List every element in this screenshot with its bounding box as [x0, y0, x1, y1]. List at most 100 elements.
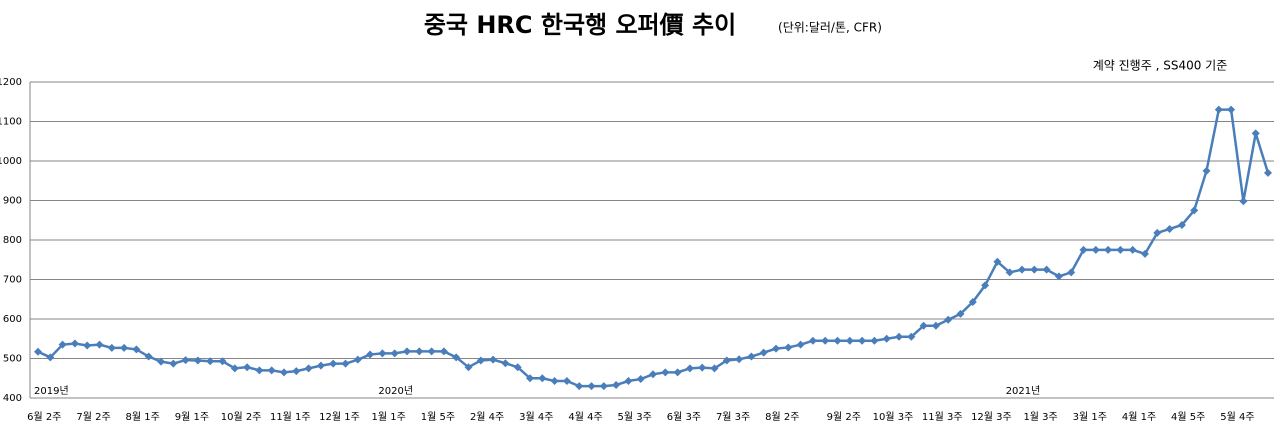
chart-subtitle: (단위:달러/톤, CFR) [778, 21, 882, 35]
x-tick-label: 8월 1주 [126, 411, 160, 423]
x-tick-label: 7월 2주 [76, 411, 110, 423]
data-point [1141, 249, 1149, 258]
data-point [243, 363, 252, 372]
data-point [316, 361, 325, 370]
x-tick-label: 10월 2주 [221, 411, 262, 423]
data-point [562, 377, 571, 386]
data-point [895, 332, 903, 341]
data-point [1177, 220, 1186, 229]
data-point [144, 352, 153, 361]
data-point [944, 315, 953, 324]
data-point [403, 347, 411, 356]
data-point [255, 366, 264, 375]
data-point [538, 374, 547, 383]
data-point [489, 355, 498, 364]
data-point [710, 364, 719, 373]
data-point [661, 368, 670, 377]
data-point [796, 340, 805, 349]
y-tick-label: 500 [3, 354, 22, 365]
x-tick-label: 10월 3주 [873, 411, 914, 423]
data-point [464, 363, 473, 372]
x-tick-label: 12월 3주 [971, 411, 1012, 423]
x-tick-label: 6월 2주 [27, 411, 61, 423]
data-point [292, 367, 301, 376]
year-label: 2021년 [1006, 385, 1041, 397]
x-tick-label: 12월 1주 [319, 411, 360, 423]
data-point [759, 348, 768, 357]
x-tick-label: 3월 4주 [519, 411, 553, 423]
data-point [415, 347, 424, 356]
x-tick-label: 4월 1주 [1122, 411, 1156, 423]
data-point [1116, 245, 1125, 254]
x-tick-label: 5월 4주 [1220, 411, 1254, 423]
data-point [46, 353, 55, 362]
data-point [169, 359, 178, 368]
chart-title: 중국 HRC 한국행 오퍼價 추이 [424, 11, 736, 39]
data-point [513, 363, 522, 372]
data-point [341, 359, 350, 368]
data-point [575, 382, 584, 391]
x-tick-label: 11월 1주 [270, 411, 311, 423]
data-point [206, 357, 215, 366]
x-tick-label: 2월 4주 [470, 411, 504, 423]
year-label: 2020년 [378, 385, 413, 397]
data-point [95, 340, 104, 349]
data-point [476, 356, 485, 365]
data-point [267, 366, 276, 375]
data-point [1202, 166, 1211, 175]
data-point [1153, 228, 1162, 237]
data-point [1079, 245, 1088, 254]
data-point [1067, 268, 1076, 277]
x-tick-label: 3월 1주 [1073, 411, 1107, 423]
data-point [673, 368, 682, 377]
data-point [968, 298, 977, 307]
data-point [808, 336, 817, 345]
data-point [83, 341, 92, 350]
x-tick-label: 5월 3주 [618, 411, 652, 423]
data-point [1190, 206, 1199, 215]
data-point [1239, 197, 1248, 206]
y-tick-label: 1200 [0, 77, 22, 88]
x-tick-label: 1월 3주 [1023, 411, 1057, 423]
data-point [378, 349, 387, 358]
data-point [599, 382, 608, 391]
data-point [833, 336, 842, 345]
data-point [685, 364, 694, 373]
data-point [587, 382, 596, 391]
annotation: 계약 진행주 , SS400 기준 [1093, 58, 1228, 73]
data-point [1091, 245, 1100, 254]
data-point [1104, 245, 1113, 254]
x-tick-label: 4월 5주 [1171, 411, 1205, 423]
y-tick-label: 1100 [0, 117, 22, 128]
data-point [784, 343, 793, 352]
data-point [230, 364, 239, 373]
data-point [845, 336, 854, 345]
x-tick-label: 1월 1주 [372, 411, 406, 423]
data-point [353, 355, 362, 364]
data-point [1165, 224, 1174, 233]
data-point [526, 374, 534, 383]
data-point [501, 359, 510, 368]
data-point [132, 345, 141, 354]
y-tick-label: 700 [3, 275, 22, 286]
data-point [1018, 265, 1026, 274]
data-point [882, 334, 891, 343]
y-tick-label: 900 [3, 196, 22, 207]
data-point [107, 343, 116, 352]
data-point [452, 353, 461, 362]
data-point [218, 357, 227, 366]
data-point [1128, 245, 1137, 254]
data-point [698, 363, 707, 372]
data-point [120, 343, 129, 352]
data-point [735, 355, 744, 364]
data-point [181, 356, 190, 365]
data-point [280, 368, 288, 377]
data-point [1042, 265, 1051, 274]
data-point [821, 336, 830, 345]
x-tick-label: 8월 2주 [765, 411, 799, 423]
data-point [870, 336, 879, 345]
data-point [612, 380, 621, 389]
data-point [993, 257, 1002, 266]
data-point [1251, 129, 1260, 138]
data-point [858, 336, 867, 345]
